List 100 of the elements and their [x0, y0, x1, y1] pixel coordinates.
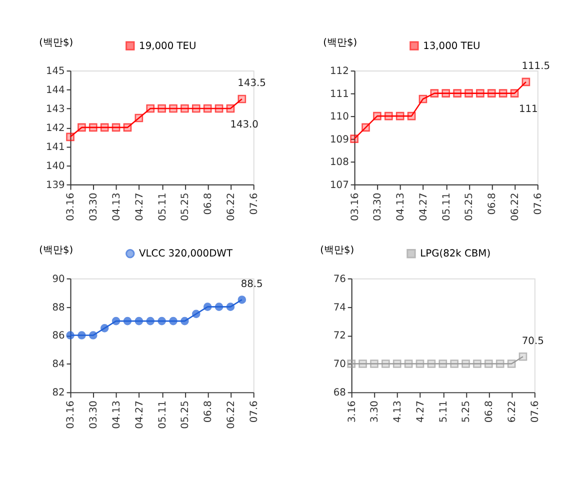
point	[442, 89, 450, 98]
point	[123, 123, 132, 132]
y-tick-label: 76	[333, 274, 346, 285]
point	[123, 316, 132, 326]
point	[487, 89, 496, 98]
y-tick-label: 145	[46, 66, 65, 78]
point	[214, 302, 224, 311]
annotation: 143.0	[230, 119, 258, 130]
point	[100, 123, 109, 132]
x-tick-label: 06.22	[226, 192, 237, 222]
point	[134, 316, 144, 326]
point	[169, 104, 178, 113]
x-tick-label: 03.16	[66, 400, 77, 429]
point	[373, 112, 382, 120]
x-tick-label: 4.27	[415, 400, 426, 423]
x-tick-label: 06.8	[487, 192, 498, 215]
point	[453, 89, 462, 98]
x-tick-label: 07.6	[248, 192, 260, 215]
point	[407, 112, 416, 120]
x-tick-label: 03.30	[88, 400, 100, 429]
point	[203, 104, 212, 113]
point	[180, 316, 189, 326]
y-axis-title: (백만$)	[323, 37, 358, 48]
point	[464, 89, 473, 98]
y-tick-label: 141	[46, 142, 65, 153]
y-tick-label: 72	[333, 330, 346, 342]
x-tick-label: 04.27	[134, 400, 146, 429]
point	[238, 296, 246, 304]
legend-label: VLCC 320,000DWT	[139, 248, 234, 260]
point	[112, 123, 120, 132]
point	[169, 316, 178, 326]
point	[226, 302, 235, 311]
y-tick-label: 140	[46, 160, 65, 172]
point	[89, 123, 98, 132]
y-tick-label: 111	[330, 88, 349, 100]
x-tick-label: 03.30	[372, 192, 384, 222]
x-tick-label: 04.13	[396, 192, 407, 222]
point	[78, 123, 86, 132]
point	[192, 104, 200, 113]
x-tick-label: 5.25	[461, 400, 472, 423]
y-tick-label: 109	[330, 134, 349, 146]
x-tick-label: 5.11	[438, 400, 450, 423]
y-tick-label: 110	[330, 112, 349, 123]
x-tick-label: 3.30	[370, 400, 381, 423]
point	[430, 89, 439, 98]
point	[78, 331, 86, 340]
x-tick-label: 03.16	[350, 192, 361, 222]
x-tick-label: 05.11	[441, 192, 452, 222]
annotation: 111.5	[522, 61, 550, 72]
point	[203, 302, 212, 311]
x-tick-label: 06.22	[510, 192, 521, 222]
x-tick-label: 06.22	[226, 400, 237, 429]
point	[158, 104, 166, 113]
point	[180, 104, 189, 113]
point	[214, 104, 224, 113]
y-tick-label: 112	[330, 66, 349, 78]
point	[134, 114, 144, 122]
point	[418, 94, 428, 104]
x-tick-label: 07.6	[530, 400, 541, 423]
point	[362, 123, 370, 132]
annotation: 111	[518, 104, 538, 116]
y-tick-label: 90	[52, 274, 65, 285]
point	[100, 324, 109, 332]
y-axis-title: (백만$)	[39, 37, 74, 48]
x-tick-label: 05.25	[464, 192, 476, 222]
y-tick-label: 82	[52, 388, 65, 399]
x-tick-label: 05.25	[180, 192, 192, 222]
point	[396, 112, 404, 120]
x-tick-label: 05.25	[180, 400, 192, 429]
x-tick-label: 03.16	[66, 192, 77, 222]
x-tick-label: 06.8	[203, 400, 214, 423]
x-tick-label: 3.16	[346, 400, 358, 423]
y-axis-title: (백만$)	[39, 245, 74, 256]
y-tick-label: 107	[330, 180, 349, 191]
point	[226, 104, 235, 113]
point	[384, 112, 393, 120]
x-tick-label: 06.8	[203, 192, 214, 215]
point	[476, 89, 484, 98]
x-tick-label: 04.13	[112, 192, 123, 222]
point	[350, 134, 358, 143]
legend-label: 13,000 TEU	[423, 40, 480, 52]
y-tick-label: 108	[330, 157, 349, 168]
x-tick-label: 07.6	[532, 192, 544, 215]
x-tick-label: 04.27	[418, 192, 430, 222]
x-tick-label: 07.6	[248, 400, 260, 423]
point	[192, 310, 200, 318]
y-tick-label: 86	[52, 330, 65, 342]
y-tick-label: 74	[333, 302, 346, 314]
point	[522, 78, 530, 86]
point	[66, 331, 74, 340]
y-tick-label: 143	[46, 104, 65, 115]
annotation: 88.5	[240, 278, 263, 290]
x-tick-label: 03.30	[88, 192, 100, 222]
x-tick-label: 6.22	[507, 400, 518, 423]
y-tick-label: 144	[46, 84, 65, 96]
y-tick-label: 139	[46, 180, 65, 191]
point	[510, 89, 519, 98]
point	[498, 89, 508, 98]
legend-label: LPG(82k CBM)	[420, 248, 491, 260]
x-tick-label: 04.13	[112, 400, 123, 429]
